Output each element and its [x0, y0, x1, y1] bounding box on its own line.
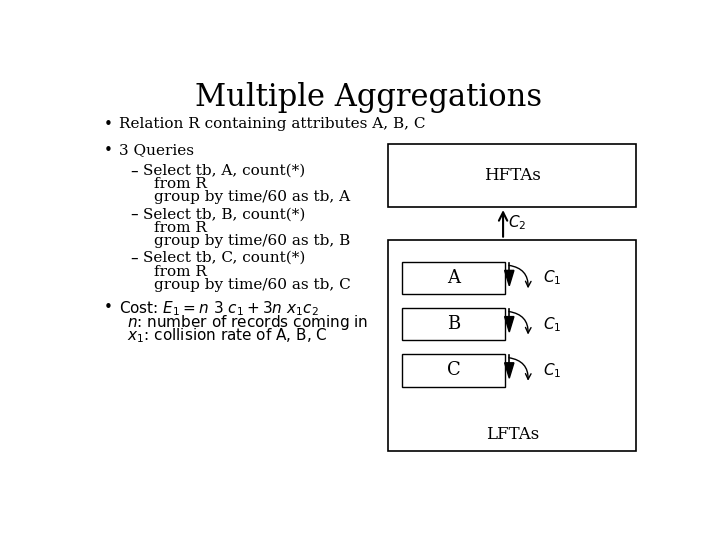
Text: from R: from R [153, 177, 207, 191]
Polygon shape [505, 363, 514, 378]
Bar [402, 308, 505, 340]
Text: $n$: number of records coming in: $n$: number of records coming in [127, 313, 369, 332]
Text: group by time/60 as tb, C: group by time/60 as tb, C [153, 278, 351, 292]
FancyArrowPatch shape [509, 265, 531, 287]
Polygon shape [505, 316, 514, 332]
Text: Select tb, B, count(*): Select tb, B, count(*) [143, 207, 305, 221]
Text: C: C [446, 361, 460, 380]
Text: •: • [104, 300, 113, 315]
Text: Relation R containing attributes A, B, C: Relation R containing attributes A, B, C [120, 117, 426, 131]
Text: from R: from R [153, 265, 207, 279]
Text: 3 Queries: 3 Queries [120, 143, 194, 157]
Text: •: • [104, 117, 113, 132]
Bar [402, 354, 505, 387]
Text: A: A [447, 269, 460, 287]
Text: Select tb, A, count(*): Select tb, A, count(*) [143, 164, 305, 177]
Text: $C_2$: $C_2$ [508, 213, 526, 232]
Text: $C_1$: $C_1$ [544, 315, 562, 334]
Polygon shape [505, 271, 514, 286]
Bar [402, 262, 505, 294]
Text: $C_1$: $C_1$ [544, 361, 562, 380]
FancyArrowPatch shape [509, 312, 531, 333]
Text: $x_1$: collision rate of A, B, C: $x_1$: collision rate of A, B, C [127, 327, 328, 345]
Text: –: – [130, 251, 138, 266]
Text: Select tb, C, count(*): Select tb, C, count(*) [143, 251, 305, 265]
Text: –: – [130, 207, 138, 222]
Text: from R: from R [153, 221, 207, 235]
Text: •: • [104, 143, 113, 158]
Text: group by time/60 as tb, A: group by time/60 as tb, A [153, 190, 350, 204]
Text: –: – [130, 164, 138, 178]
Bar [388, 240, 636, 451]
Text: $C_1$: $C_1$ [544, 269, 562, 287]
Text: LFTAs: LFTAs [486, 426, 539, 443]
Text: HFTAs: HFTAs [484, 167, 541, 184]
FancyArrowPatch shape [509, 357, 531, 379]
Text: group by time/60 as tb, B: group by time/60 as tb, B [153, 234, 350, 248]
Text: B: B [447, 315, 460, 333]
Text: Multiple Aggregations: Multiple Aggregations [195, 82, 543, 113]
Bar [388, 144, 636, 207]
Text: Cost: $E_1= n\ 3\ c_1 + 3n\ x_1 c_2$: Cost: $E_1= n\ 3\ c_1 + 3n\ x_1 c_2$ [120, 300, 319, 319]
